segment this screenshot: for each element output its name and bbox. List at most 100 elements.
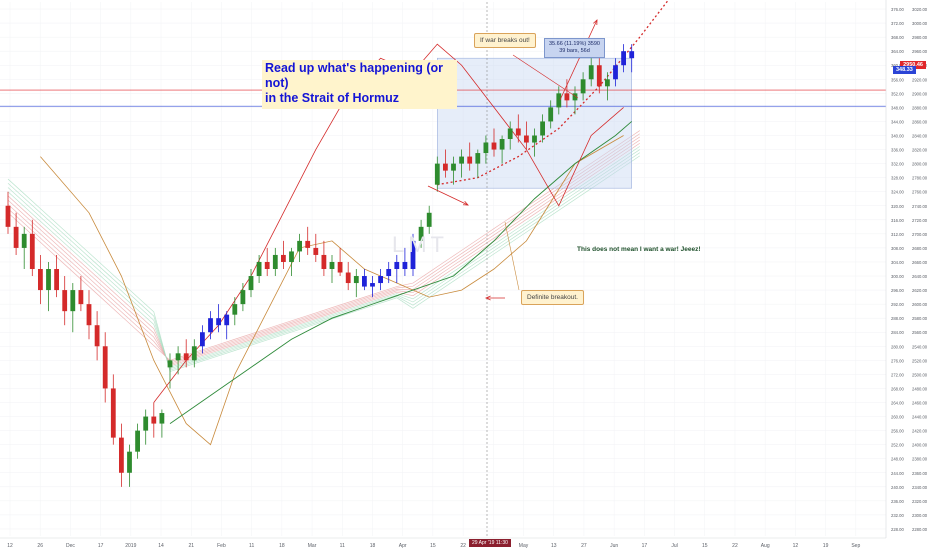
ribbon-line bbox=[7, 136, 640, 364]
ribbon-line bbox=[7, 146, 640, 368]
joke-annotation[interactable]: This does not mean I want a war! Jeeez! bbox=[577, 246, 701, 253]
candle-body bbox=[86, 304, 92, 326]
candle-body bbox=[451, 163, 456, 171]
price-tick-left: 352.00 bbox=[891, 91, 904, 96]
price-axis[interactable]: 376.00 3020.00 372.00 3000.00 368.00 2980.00 3… bbox=[885, 0, 932, 550]
measure-label-line-2: 39 bars, 56d bbox=[559, 48, 590, 54]
price-tick-right: 2760.00 bbox=[912, 190, 928, 195]
price-tick-left: 324.00 bbox=[891, 190, 904, 195]
price-tick-right: 2900.00 bbox=[912, 91, 928, 96]
price-tick-left: 244.00 bbox=[891, 471, 904, 476]
candle-body bbox=[629, 51, 635, 59]
price-tick-left: 376.00 bbox=[891, 7, 904, 12]
time-tick-label: 27 bbox=[581, 543, 587, 549]
time-tick-label: Dec bbox=[66, 543, 75, 549]
candle-body bbox=[475, 153, 481, 164]
time-tick-label: 26 bbox=[37, 543, 43, 549]
time-tick-label: 19 bbox=[823, 543, 829, 549]
price-tick-right: 2960.00 bbox=[912, 49, 928, 54]
price-tick-left: 320.00 bbox=[891, 204, 904, 209]
time-tick-label: 14 bbox=[158, 543, 164, 549]
crosshair-date-tag: 29 Apr '19 11:30 bbox=[469, 539, 511, 547]
candle-body bbox=[548, 107, 554, 122]
last-price-tag-left: 348.33 bbox=[893, 66, 916, 74]
time-tick-label: 15 bbox=[702, 543, 708, 549]
ribbon-line bbox=[7, 155, 640, 373]
candle-body bbox=[540, 121, 545, 136]
candle-body bbox=[386, 269, 392, 277]
price-tick-right: 2660.00 bbox=[912, 260, 928, 265]
candle-body bbox=[483, 142, 489, 154]
breakout-callout[interactable]: Definite breakout. bbox=[521, 290, 584, 305]
price-tick-left: 360.00 bbox=[891, 63, 904, 68]
measure-range-rectangle[interactable] bbox=[436, 57, 632, 189]
green-moving-average bbox=[169, 121, 632, 424]
price-tick-right: 2580.00 bbox=[912, 316, 928, 321]
candle-body bbox=[13, 226, 19, 248]
candle-body bbox=[200, 332, 205, 347]
candle-body bbox=[434, 163, 440, 185]
arrow-war-up bbox=[559, 19, 598, 101]
candle-body bbox=[362, 276, 367, 287]
price-tick-left: 264.00 bbox=[891, 401, 904, 406]
candle-body bbox=[596, 65, 602, 87]
price-axis-background bbox=[886, 0, 932, 550]
price-tick-left: 308.00 bbox=[891, 246, 904, 251]
price-tick-right: 2720.00 bbox=[912, 218, 928, 223]
candle-body bbox=[110, 388, 116, 438]
candle-body bbox=[418, 226, 424, 241]
price-tick-right: 2860.00 bbox=[912, 119, 928, 124]
price-tick-left: 256.00 bbox=[891, 429, 904, 434]
price-tick-right: 2380.00 bbox=[912, 457, 928, 462]
price-tick-right: 2420.00 bbox=[912, 429, 928, 434]
price-tick-left: 280.00 bbox=[891, 344, 904, 349]
price-tick-right: 2320.00 bbox=[912, 499, 928, 504]
ribbon-line bbox=[7, 142, 640, 367]
price-tick-left: 300.00 bbox=[891, 274, 904, 279]
candle-body bbox=[491, 142, 497, 150]
time-tick-label: Aug bbox=[761, 543, 770, 549]
candle-body bbox=[329, 261, 335, 269]
time-tick-label: 11 bbox=[249, 543, 254, 549]
price-tick-left: 252.00 bbox=[891, 443, 904, 448]
candle-body bbox=[345, 272, 351, 284]
arrow-breakout bbox=[427, 185, 469, 206]
price-tick-left: 276.00 bbox=[891, 358, 904, 363]
candle-body bbox=[46, 269, 51, 291]
candle-body bbox=[572, 93, 578, 101]
price-tick-right: 2560.00 bbox=[912, 330, 928, 335]
time-axis[interactable]: 1226Dec1720191421Feb1118Mar1118Apr152229… bbox=[0, 537, 886, 549]
candle-body bbox=[378, 276, 383, 284]
candle-body bbox=[208, 318, 213, 333]
price-tick-left: 316.00 bbox=[891, 218, 904, 223]
war-callout[interactable]: If war breaks out! bbox=[474, 33, 536, 48]
candle-body bbox=[119, 437, 124, 473]
price-tick-right: 2500.00 bbox=[912, 372, 928, 377]
price-tick-right: 3020.00 bbox=[912, 7, 928, 12]
candle-body bbox=[297, 240, 302, 252]
time-tick-label: 11 bbox=[340, 543, 345, 549]
candle-body bbox=[313, 247, 319, 255]
moving-average-ribbons bbox=[7, 130, 640, 373]
headline-annotation[interactable]: Read up what's happening (or not) in the… bbox=[262, 60, 457, 109]
grid-lines bbox=[0, 2, 886, 536]
price-tick-left: 348.00 bbox=[891, 105, 904, 110]
time-tick-label: Sep bbox=[851, 543, 860, 549]
candle-body bbox=[272, 254, 278, 269]
candle-body bbox=[54, 269, 59, 291]
price-tick-right: 2300.00 bbox=[912, 513, 928, 518]
candle-body bbox=[29, 233, 35, 269]
candle-body bbox=[524, 135, 529, 143]
arrow-breakout-head bbox=[462, 200, 469, 206]
time-tick-label: 12 bbox=[7, 543, 13, 549]
price-tick-left: 248.00 bbox=[891, 457, 904, 462]
price-tick-right: 2400.00 bbox=[912, 443, 928, 448]
price-tick-left: 296.00 bbox=[891, 288, 904, 293]
candle-body bbox=[167, 360, 173, 368]
price-tick-left: 232.00 bbox=[891, 513, 904, 518]
price-tick-left: 340.00 bbox=[891, 134, 904, 139]
price-tick-right: 3000.00 bbox=[912, 21, 928, 26]
arrow-war-up-head bbox=[593, 19, 598, 26]
price-tick-left: 312.00 bbox=[891, 232, 904, 237]
